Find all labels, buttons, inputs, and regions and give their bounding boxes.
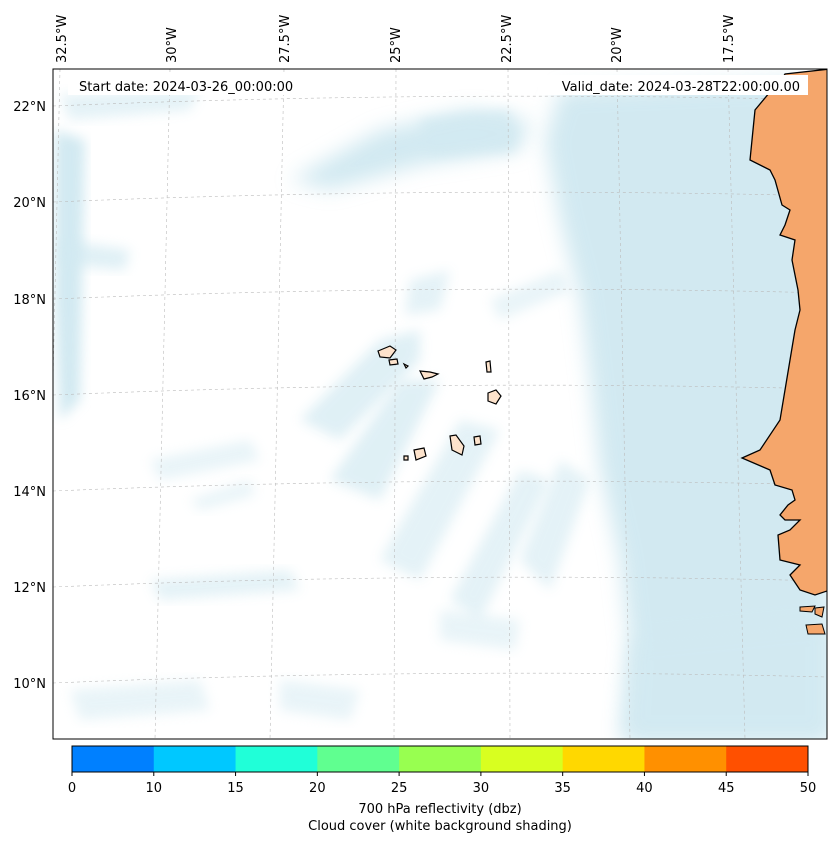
colorbar-frame bbox=[71, 745, 809, 773]
lat-label-10n: 10°N bbox=[13, 677, 46, 692]
valid-date-box bbox=[538, 75, 808, 95]
coastal-island bbox=[814, 606, 825, 618]
map-area: Start date: 2024-03-26_00:00:00 Valid_da… bbox=[53, 69, 827, 739]
lon-label-22-5w: 22.5°W bbox=[500, 15, 515, 63]
colorbar-tick-label: 50 bbox=[800, 781, 817, 796]
colorbar: 0 10 15 20 25 30 35 40 45 50 700 hPa reflectivity… bbox=[68, 745, 816, 834]
lat-label-18n: 18°N bbox=[13, 293, 46, 308]
colorbar-segment bbox=[726, 746, 809, 772]
colorbar-segment bbox=[480, 746, 564, 772]
valid-date-label: Valid_date: 2024-03-28T22:00:00.00 bbox=[562, 80, 800, 95]
lon-label-17-5w: 17.5°W bbox=[722, 15, 737, 63]
longitude-labels: 32.5°W 30°W 27.5°W 25°W 22.5°W 20°W 17.5… bbox=[55, 15, 737, 63]
lat-label-12n: 12°N bbox=[13, 581, 46, 596]
colorbar-tick-label: 20 bbox=[309, 781, 326, 796]
colorbar-tick-label: 15 bbox=[227, 781, 244, 796]
colorbar-segment bbox=[399, 746, 482, 772]
colorbar-ticks: 0 10 15 20 25 30 35 40 45 50 bbox=[68, 772, 816, 796]
colorbar-tick-label: 0 bbox=[68, 781, 76, 796]
map-frame bbox=[52, 68, 828, 740]
colorbar-segment bbox=[562, 746, 645, 772]
cape-verde-islands bbox=[377, 345, 502, 461]
colorbar-tick-label: 35 bbox=[554, 781, 571, 796]
colorbar-tick-label: 40 bbox=[636, 781, 653, 796]
lat-label-20n: 20°N bbox=[13, 196, 46, 211]
colorbar-segment bbox=[153, 746, 237, 772]
latitude-labels: 22°N 20°N 18°N 16°N 14°N 12°N 10°N bbox=[13, 100, 46, 692]
colorbar-segment bbox=[72, 746, 155, 772]
lon-label-27-5w: 27.5°W bbox=[278, 15, 293, 63]
lon-label-20w: 20°W bbox=[610, 27, 625, 63]
graticule bbox=[53, 69, 827, 739]
lon-label-30w: 30°W bbox=[165, 27, 180, 63]
start-date-label: Start date: 2024-03-26_00:00:00 bbox=[79, 80, 293, 95]
colorbar-tick-label: 10 bbox=[146, 781, 163, 796]
start-date-box bbox=[68, 75, 318, 95]
lat-label-22n: 22°N bbox=[13, 100, 46, 115]
coastal-island bbox=[799, 605, 816, 613]
lon-label-25w: 25°W bbox=[389, 27, 404, 63]
coastal-island bbox=[805, 623, 826, 635]
colorbar-segment bbox=[317, 746, 400, 772]
colorbar-segment bbox=[644, 746, 727, 772]
colorbar-tick-label: 30 bbox=[473, 781, 490, 796]
african-coast-landmass bbox=[740, 69, 827, 596]
lat-label-14n: 14°N bbox=[13, 485, 46, 500]
colorbar-label: 700 hPa reflectivity (dbz) bbox=[358, 802, 521, 817]
colorbar-tick-label: 45 bbox=[718, 781, 735, 796]
colorbar-tick-label: 25 bbox=[391, 781, 408, 796]
lat-label-16n: 16°N bbox=[13, 389, 46, 404]
colorbar-segment bbox=[235, 746, 318, 772]
colorbar-sublabel: Cloud cover (white background shading) bbox=[308, 819, 572, 834]
colorbar-segments bbox=[72, 746, 809, 772]
lon-label-32-5w: 32.5°W bbox=[55, 15, 70, 63]
